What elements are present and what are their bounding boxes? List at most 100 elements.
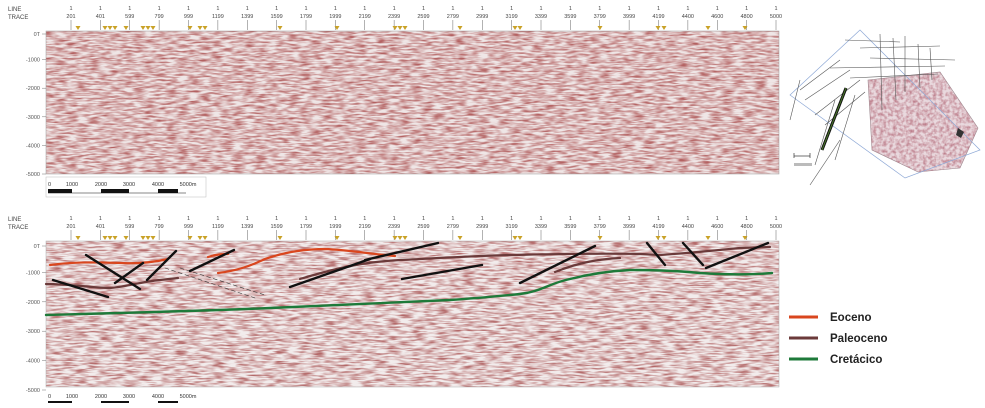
- line-number-label: 1: [304, 6, 307, 12]
- trace-number-label: 201: [66, 14, 75, 20]
- trace-number-label: 1199: [212, 14, 224, 20]
- line-number-label: 1: [686, 216, 689, 222]
- seismic-line-grid: [789, 33, 956, 186]
- trace-number-label: 4199: [652, 224, 664, 230]
- trace-number-label: 3399: [535, 14, 547, 20]
- trace-number-label: 4600: [711, 224, 723, 230]
- well-marker-icon: [187, 236, 193, 240]
- well-marker-icon: [140, 236, 146, 240]
- well-marker-icon: [150, 236, 156, 240]
- bottom-seismic-panel: LINE TRACE 12011401159917991999111991139…: [8, 216, 782, 406]
- depth-label: -1000: [26, 58, 40, 64]
- trace-number-label: 1199: [212, 224, 224, 230]
- well-marker-icon: [655, 236, 661, 240]
- well-marker-icon: [334, 26, 340, 30]
- well-marker-icon: [512, 236, 518, 240]
- trace-number-label: 3399: [535, 224, 547, 230]
- depth-label: -5000: [26, 172, 40, 178]
- trace-number-label: 1399: [241, 224, 253, 230]
- top-trace-header: TRACE: [8, 15, 28, 21]
- well-marker-icon: [197, 236, 203, 240]
- line-number-label: 1: [99, 6, 102, 12]
- fault-2: [84, 253, 142, 291]
- bottom-line-header: LINE: [8, 217, 21, 223]
- map-seismic-line: [804, 69, 851, 101]
- well-marker-icon: [705, 236, 711, 240]
- line-number-label: 1: [598, 216, 601, 222]
- scale-label: 1000: [66, 182, 78, 188]
- trace-number-label: 1599: [271, 14, 283, 20]
- map-seismic-line: [917, 43, 921, 89]
- map-seismic-line: [829, 65, 946, 69]
- map-seismic-line: [879, 33, 883, 111]
- trace-number-label: 2999: [476, 224, 488, 230]
- map-seismic-line: [859, 45, 941, 49]
- line-number-label: 1: [686, 6, 689, 12]
- selected-line-highlight-inner: [821, 87, 847, 151]
- depth-label: -4000: [26, 143, 40, 149]
- well-marker-icon: [397, 26, 403, 30]
- depth-label: -3000: [26, 329, 40, 335]
- well-marker-icon: [661, 26, 667, 30]
- well-marker-icon: [202, 26, 208, 30]
- trace-number-label: 5000: [770, 224, 782, 230]
- fault-7: [363, 241, 440, 262]
- bottom-trace-header: TRACE: [8, 225, 28, 231]
- scale-segment: [101, 189, 129, 193]
- line-number-label: 1: [569, 6, 572, 12]
- trace-number-label: 1799: [300, 14, 312, 20]
- map-seismic-line: [849, 73, 939, 79]
- trace-number-label: 3999: [623, 224, 635, 230]
- line-number-label: 1: [745, 6, 748, 12]
- dashed-fault-2: [179, 267, 266, 296]
- well-marker-icon: [597, 26, 603, 30]
- well-marker-icon: [75, 236, 81, 240]
- legend-label: Paleoceno: [830, 333, 888, 345]
- top-section-frame: [45, 30, 780, 175]
- line-number-label: 1: [69, 216, 72, 222]
- trace-number-label: 5000: [770, 14, 782, 20]
- line-number-label: 1: [569, 216, 572, 222]
- map-seismic-line: [799, 59, 841, 91]
- line-number-label: 1: [393, 6, 396, 12]
- fault-10: [645, 241, 667, 267]
- line-number-label: 1: [598, 6, 601, 12]
- map-seismic-line: [869, 57, 956, 61]
- trace-number-label: 599: [125, 14, 134, 20]
- well-marker-icon: [597, 236, 603, 240]
- trace-number-label: 4600: [711, 14, 723, 20]
- line-number-label: 1: [481, 6, 484, 12]
- trace-number-label: 3799: [594, 14, 606, 20]
- scale-label: 1000: [66, 394, 78, 400]
- well-marker-icon: [123, 236, 129, 240]
- top-trace-axis: 1201140115991799199911199113991159911799…: [66, 6, 782, 30]
- top-seismic-panel: LINE TRACE 12011401159917991999111991139…: [8, 6, 782, 198]
- fault-1: [51, 278, 110, 299]
- well-marker-icon: [742, 26, 748, 30]
- well-marker-icon: [145, 26, 151, 30]
- line-number-label: 1: [628, 216, 631, 222]
- scale-label: 4000: [152, 182, 164, 188]
- horizon-interpretation: [44, 241, 774, 317]
- depth-label: -5000: [26, 388, 40, 394]
- well-marker-icon: [140, 26, 146, 30]
- line-number-label: 1: [774, 6, 777, 12]
- line-number-label: 1: [716, 216, 719, 222]
- fault-8: [400, 263, 484, 281]
- line-number-label: 1: [774, 216, 777, 222]
- line-number-label: 1: [657, 6, 660, 12]
- trace-number-label: 2199: [359, 14, 371, 20]
- trace-number-label: 3599: [564, 224, 576, 230]
- scale-label: 5000m: [180, 182, 197, 188]
- line-number-label: 1: [275, 6, 278, 12]
- trace-number-label: 1799: [300, 224, 312, 230]
- well-marker-icon: [457, 236, 463, 240]
- line-number-label: 1: [510, 6, 513, 12]
- scale-segment: [158, 189, 178, 193]
- depth-label: 0T: [34, 244, 41, 250]
- well-marker-icon: [655, 26, 661, 30]
- bottom-depth-axis: 0T -1000 -2000 -3000 -4000 -5000: [26, 244, 46, 394]
- map-seismic-line: [814, 79, 861, 116]
- line-number-label: 1: [216, 216, 219, 222]
